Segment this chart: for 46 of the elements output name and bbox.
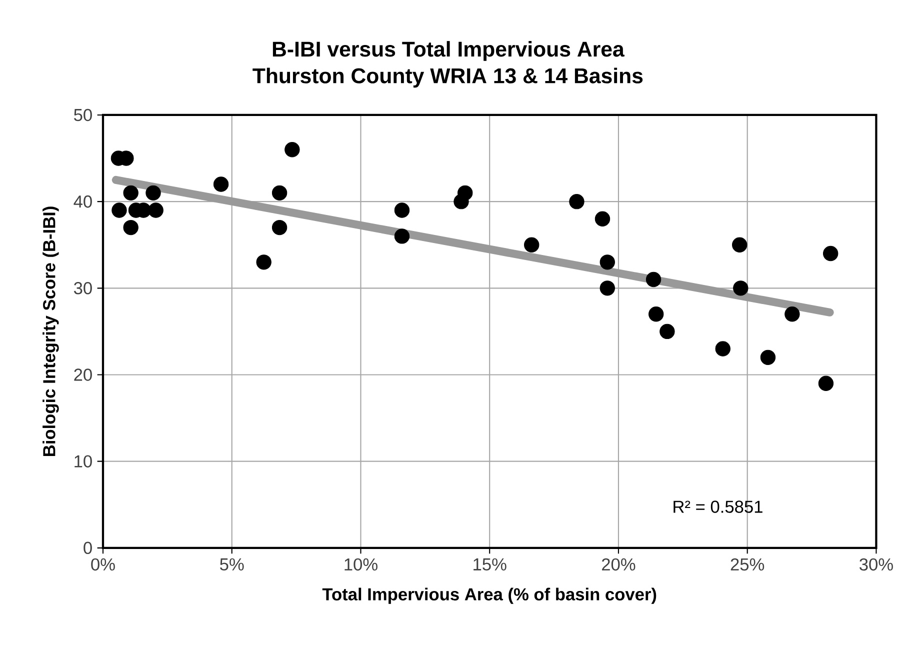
annotation: R² = 0.5851 <box>674 500 762 513</box>
x-tick-label: 10% <box>344 558 378 571</box>
chart-subtitle: Thurston County WRIA 13 & 14 Basins <box>252 68 643 88</box>
point <box>760 350 776 366</box>
point <box>715 341 730 356</box>
y-tick-label: 0 <box>84 542 92 554</box>
point <box>213 176 229 192</box>
point <box>569 194 584 210</box>
point <box>646 272 662 288</box>
chart-title: B-IBI versus Total Impervious Area <box>272 41 624 61</box>
point <box>732 237 748 253</box>
point <box>524 237 540 253</box>
point <box>458 185 473 201</box>
x-tick-label: 25% <box>730 558 764 571</box>
point <box>284 142 300 158</box>
x-tick-label: 15% <box>474 558 506 571</box>
x-tick-label: 20% <box>602 558 636 571</box>
x-tick-label: 5% <box>220 558 244 571</box>
y-tick-label: 40 <box>74 195 92 208</box>
point <box>148 202 164 218</box>
y-tick-label: 20 <box>74 368 92 381</box>
point <box>256 254 272 270</box>
point <box>272 185 288 201</box>
point <box>394 228 410 244</box>
y-tick-label: 50 <box>74 108 92 122</box>
point <box>594 211 610 227</box>
point <box>394 202 410 218</box>
point <box>600 280 615 296</box>
point <box>146 185 161 201</box>
x-tick-label: 30% <box>860 558 893 571</box>
point <box>818 376 834 392</box>
point <box>123 185 138 201</box>
point <box>733 280 748 296</box>
x-axis-title: Total Impervious Area (% of basin cover) <box>322 588 656 604</box>
point <box>272 220 288 236</box>
point <box>784 306 800 322</box>
point <box>112 202 127 218</box>
x-tick-label: 0% <box>91 558 115 571</box>
point <box>822 246 838 262</box>
y-tick-label: 10 <box>74 455 92 468</box>
point <box>660 324 675 340</box>
y-tick-label: 30 <box>74 282 92 294</box>
point <box>123 220 138 236</box>
y-axis-title: Biologic Integrity Score (B-IBI) <box>42 206 59 456</box>
point <box>600 254 615 270</box>
point <box>648 306 664 322</box>
